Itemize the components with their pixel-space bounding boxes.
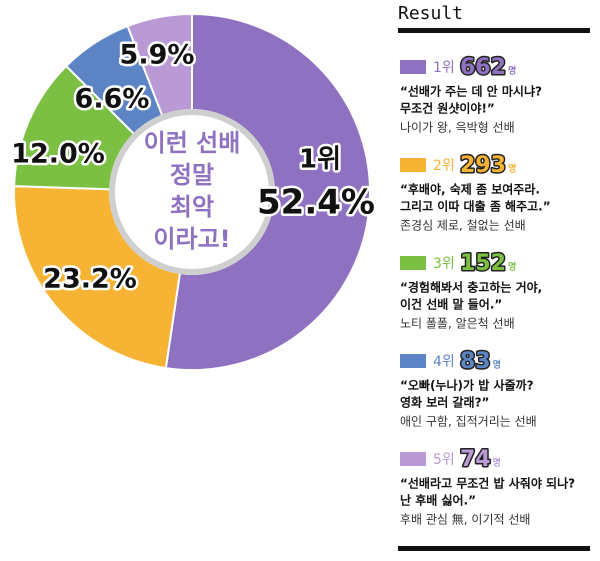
quote: 난 후배 싫어.” (400, 493, 476, 508)
rank-label: 1위 (299, 145, 341, 175)
rank: 5위 (433, 452, 455, 468)
panel-title: Result (398, 3, 463, 24)
count: 152 (460, 251, 506, 276)
legend-swatch (400, 452, 426, 466)
rank: 3위 (433, 256, 455, 272)
value-label: 6.6% (75, 84, 150, 115)
rank: 4위 (433, 354, 455, 370)
center-ring (109, 109, 275, 275)
quote: “후배야, 숙제 좀 보여주라. (400, 182, 540, 197)
unit: 명 (508, 261, 516, 273)
unit: 명 (508, 163, 516, 175)
legend-swatch (400, 60, 426, 74)
quote: “경험해봐서 충고하는 거야, (400, 280, 542, 295)
count: 662 (460, 55, 506, 80)
unit: 명 (493, 359, 501, 371)
value-label: 52.4% (257, 183, 375, 223)
quote: 영화 보러 갈래?” (400, 395, 489, 410)
center-text: 정말 (170, 161, 214, 189)
center-text: 최악 (170, 193, 214, 221)
quote: “선배가 주는 데 안 마시냐? (400, 84, 542, 99)
count: 74 (460, 447, 491, 472)
unit: 명 (508, 65, 516, 77)
description: 후배 관심 無, 이기적 선배 (400, 512, 530, 527)
quote: “선배라고 무조건 밥 사줘야 되나? (400, 476, 575, 491)
legend-swatch (400, 256, 426, 270)
rank: 1위 (433, 60, 455, 76)
quote: “오빠(누나)가 밥 사줄까? (400, 378, 534, 393)
quote: 이건 선배 말 들어.” (400, 297, 502, 312)
rank: 2위 (433, 158, 455, 174)
description: 노티 폴폴, 알은척 선배 (400, 317, 515, 331)
center-text: 이라고! (153, 225, 230, 253)
unit: 명 (493, 457, 501, 469)
value-label: 12.0% (11, 139, 105, 170)
center-text: 이런 선배 (144, 129, 241, 157)
legend-swatch (400, 158, 426, 172)
count: 293 (460, 153, 506, 178)
legend-swatch (400, 354, 426, 368)
count: 83 (460, 349, 491, 374)
value-label: 23.2% (43, 264, 137, 295)
description: 존경심 제로, 철없는 선배 (400, 219, 526, 233)
value-label: 5.9% (120, 40, 195, 71)
description: 애인 구함, 집적거리는 선배 (400, 415, 537, 429)
rule (398, 28, 590, 33)
description: 나이가 왕, 윽박형 선배 (400, 121, 515, 135)
quote: 무조건 원샷이야!” (400, 101, 495, 116)
rule (398, 546, 590, 551)
quote: 그리고 이따 대출 좀 해주고.” (400, 199, 551, 214)
